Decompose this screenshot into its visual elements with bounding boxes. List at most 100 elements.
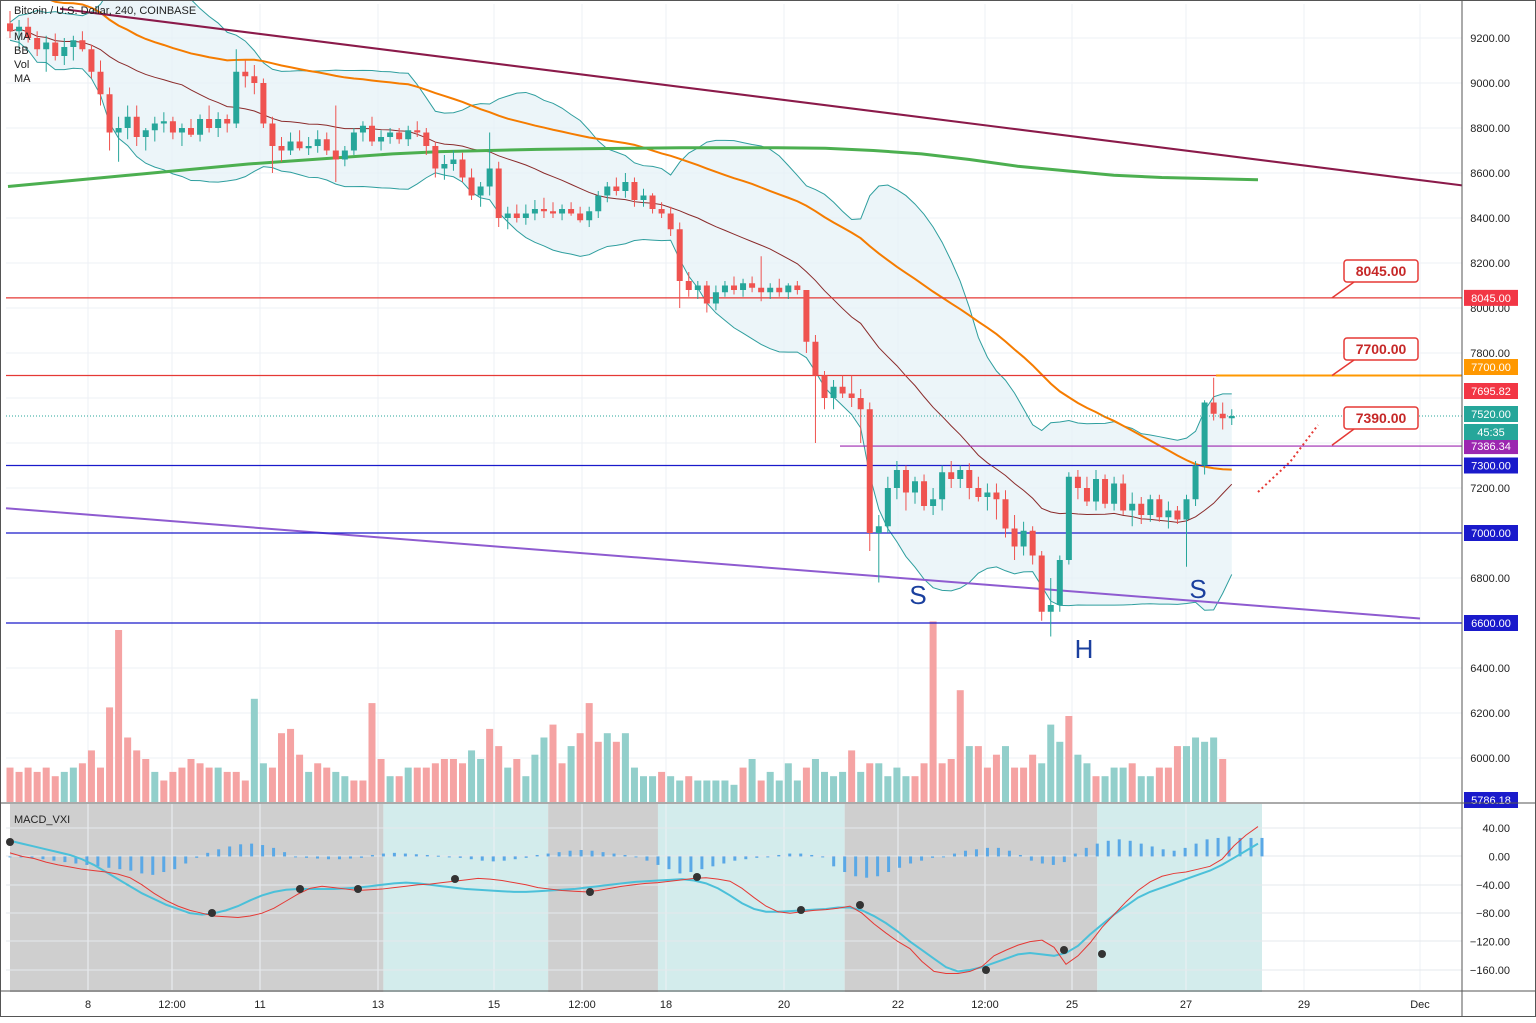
macd-hist-bar <box>1062 856 1066 863</box>
callout-text: 7390.00 <box>1356 410 1407 426</box>
candle-body <box>441 164 448 169</box>
legend-bb[interactable]: BB <box>14 45 29 57</box>
candle-body <box>912 481 918 493</box>
candle-body <box>314 139 321 146</box>
legend-ma[interactable]: MA <box>14 31 31 43</box>
volume-bar <box>1083 763 1091 802</box>
volume-bar <box>676 780 684 802</box>
volume-bar <box>60 771 68 802</box>
macd-tick-label: −120.00 <box>1470 937 1510 949</box>
candle-body <box>812 341 819 376</box>
macd-hist-bar <box>1150 846 1154 857</box>
candle-body <box>902 470 909 493</box>
price-tags: 8045.00 7300.00 7000.00 6600.00 7386.34 7700.… <box>1464 289 1518 808</box>
macd-hist-bar <box>524 856 528 858</box>
legend-vol[interactable]: Vol <box>14 59 30 71</box>
candle-body <box>1210 402 1217 414</box>
volume-bar <box>911 776 919 802</box>
volume-bar <box>621 733 629 802</box>
macd-hist-bar <box>963 850 967 857</box>
volume-bar <box>459 763 466 802</box>
macd-hist-bar <box>689 856 693 873</box>
macd-hist-bar <box>799 853 803 857</box>
price-tick-label: 8200.00 <box>1470 258 1510 270</box>
price-tag-label: 7695.82 <box>1471 386 1511 398</box>
volume-bar <box>821 771 828 802</box>
macd-hist-bar <box>1194 843 1198 857</box>
candle-body <box>550 211 556 214</box>
macd-hist-bar <box>491 856 495 862</box>
macd-hist-bar <box>755 856 759 858</box>
macd-region <box>844 804 1098 992</box>
volume-bar <box>694 780 702 802</box>
candle-body <box>586 211 593 221</box>
time-tick-label: 12:00 <box>971 999 999 1011</box>
macd-hist-bar <box>887 856 891 873</box>
volume-bar <box>1119 767 1127 802</box>
candle-body <box>631 182 638 200</box>
candle-body <box>79 40 86 50</box>
chart-title: Bitcoin / U.S. Dollar, 240, COINBASE <box>14 5 197 17</box>
volume-bar <box>938 763 946 802</box>
candle-body <box>495 168 502 218</box>
price-tick-label: 8400.00 <box>1470 213 1510 225</box>
volume-bar <box>196 763 204 802</box>
volume-bar <box>875 763 883 802</box>
price-tick-label: 7200.00 <box>1470 483 1510 495</box>
macd-hist-bar <box>1117 839 1121 857</box>
volume-bar <box>649 776 657 802</box>
callout-7390.00: 7390.00 <box>1331 406 1419 446</box>
macd-hist-bar <box>184 856 188 864</box>
time-tick-label: 29 <box>1298 999 1310 1011</box>
candle-body <box>1002 499 1009 529</box>
volume-bar <box>522 776 530 802</box>
macd-hist-bar <box>1260 837 1264 857</box>
volume-bar <box>87 750 95 802</box>
volume-bar <box>929 621 937 802</box>
macd-hist-bar <box>502 856 506 861</box>
volume-bar <box>974 746 982 802</box>
candle-body <box>197 119 204 135</box>
volume-bar <box>513 759 521 802</box>
callout-pointer <box>1331 428 1355 446</box>
time-tick-label: 13 <box>372 999 384 1011</box>
candle-body <box>151 123 158 131</box>
candle-body <box>278 146 285 151</box>
macd-hist-bar <box>722 856 726 864</box>
price-tag <box>1464 792 1518 808</box>
macd-hist-bar <box>1040 856 1044 864</box>
volume-bar <box>1029 754 1037 802</box>
candle-body <box>758 287 765 293</box>
macd-hist-bar <box>854 856 858 877</box>
volume-bar <box>1110 767 1118 802</box>
macd-hist-bar <box>557 852 561 857</box>
macd-hist-bar <box>1161 849 1165 857</box>
candle-body <box>7 23 13 32</box>
price-tag-label: 7300.00 <box>1471 461 1511 473</box>
macd-hist-bar <box>996 847 1000 857</box>
volume-bar <box>630 767 638 802</box>
candle-body <box>531 209 538 214</box>
candle-body <box>1192 465 1199 500</box>
macd-hist-bar <box>381 853 385 857</box>
volume-bar <box>1056 741 1064 802</box>
bollinger-upper <box>9 0 1232 441</box>
volume-bar <box>404 767 412 802</box>
volume-bar <box>368 703 376 802</box>
volume-bar <box>1020 767 1028 802</box>
macd-hist-bar <box>1128 840 1132 857</box>
volume-bar <box>531 754 539 802</box>
candle-body <box>224 119 231 124</box>
macd-cross-marker <box>586 888 594 896</box>
macd-region <box>383 804 549 992</box>
macd-hist-bar <box>195 856 199 858</box>
volume-bar <box>1192 737 1200 802</box>
macd-axis: 40.00 0.00 −40.00 −80.00 −120.00 −160.00 <box>1470 823 1510 977</box>
legend-ma2[interactable]: MA <box>14 73 31 85</box>
candle-body <box>667 213 674 230</box>
volume-bar <box>160 780 168 802</box>
macd-hist-bar <box>733 856 737 861</box>
candle-body <box>694 285 701 290</box>
macd-hist-bar <box>612 853 616 857</box>
moving-average-orange <box>47 0 1232 471</box>
